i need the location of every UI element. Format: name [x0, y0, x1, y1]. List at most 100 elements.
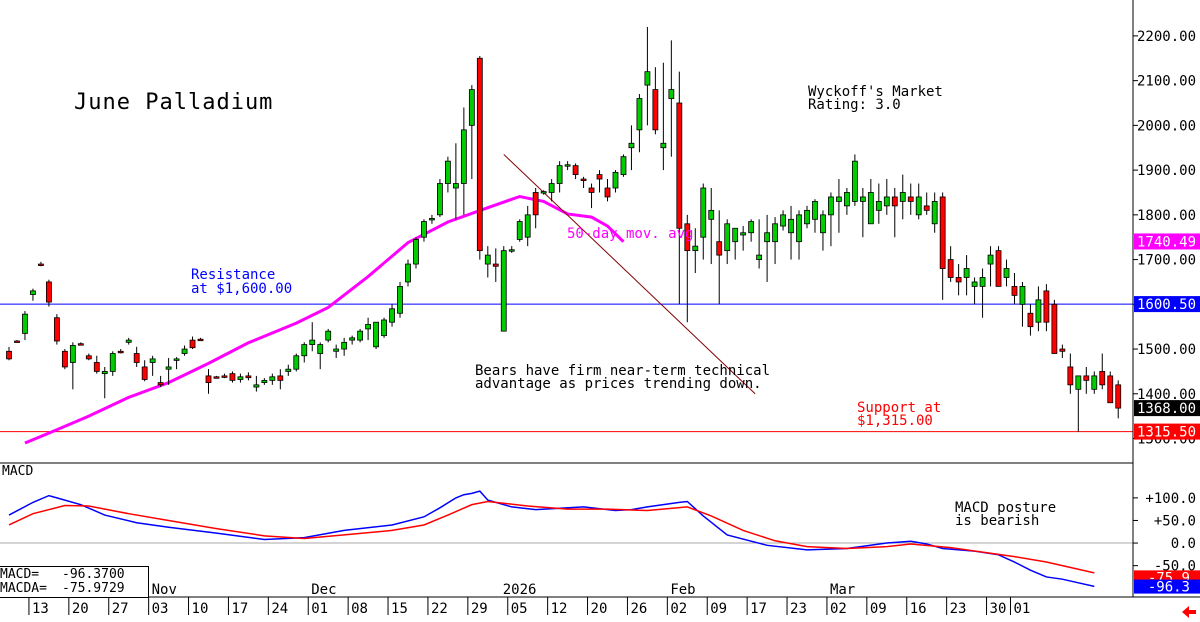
candle-body: [53, 317, 60, 342]
candle-body: [349, 337, 356, 341]
candle: [612, 170, 619, 193]
candle-body: [788, 218, 794, 234]
candle-body: [460, 129, 467, 184]
macd-readout: MACD= -96.3700 MACDA= -75.9729: [0, 566, 149, 598]
candle: [101, 366, 108, 399]
date-tick-label: 22: [431, 601, 448, 617]
macd-readout-label: MACD=: [0, 567, 40, 582]
candle: [828, 192, 834, 247]
candle: [644, 26, 651, 126]
candle: [764, 214, 770, 282]
candle-body: [109, 353, 116, 372]
candle: [149, 355, 156, 376]
candle-body: [181, 348, 188, 354]
candle: [69, 342, 76, 390]
candle: [389, 304, 395, 327]
candle-body: [979, 277, 986, 287]
candle-body: [397, 286, 403, 314]
candle-body: [1027, 312, 1034, 328]
price-tag: [1134, 233, 1200, 250]
macd-tag: [1134, 579, 1200, 594]
candle: [189, 336, 196, 350]
date-tick-label: 27: [112, 601, 129, 617]
candle-body: [269, 376, 276, 381]
candle-body: [237, 376, 244, 380]
date-tick-label: 16: [910, 601, 927, 617]
candle-body: [796, 214, 802, 243]
price-tick-label: 1900.00: [1137, 163, 1196, 179]
candle: [867, 179, 874, 225]
candle: [899, 174, 906, 220]
candle: [939, 192, 946, 300]
candle-body: [732, 227, 739, 243]
candle-body: [1011, 286, 1018, 296]
candle-body: [165, 366, 172, 370]
candle-body: [844, 192, 850, 207]
candle-body: [588, 187, 595, 193]
candle-body: [437, 183, 443, 216]
candle: [341, 337, 348, 356]
price-tag: [1134, 423, 1200, 440]
bears-note-line-2: advantage as prices trending down.: [475, 376, 762, 392]
candle-body: [875, 201, 882, 211]
candle-body: [405, 263, 411, 283]
candle: [708, 188, 715, 265]
date-tick-label: 03: [152, 601, 169, 617]
candle-body: [14, 340, 20, 343]
price-tick-label: 2000.00: [1137, 118, 1196, 134]
candle-body: [1115, 384, 1122, 409]
price-tick-label: 2100.00: [1137, 74, 1196, 90]
candle-body: [85, 355, 92, 360]
candle-body: [1091, 375, 1098, 390]
candle: [277, 369, 284, 390]
candle-body: [365, 324, 372, 330]
candle: [492, 248, 499, 282]
date-tick-label: 29: [471, 601, 488, 617]
candle: [724, 219, 731, 265]
candle: [181, 345, 188, 356]
candle: [580, 176, 587, 188]
candle-body: [963, 268, 970, 278]
candle-body: [341, 341, 348, 350]
candle: [165, 358, 172, 385]
candle: [979, 268, 986, 318]
month-label: Mar: [830, 582, 855, 598]
candle: [205, 369, 212, 394]
candle-body: [987, 254, 994, 265]
candle: [333, 344, 340, 358]
candle-body: [1035, 299, 1042, 323]
candle: [844, 188, 850, 215]
candle: [684, 214, 691, 323]
month-label: Dec: [311, 582, 336, 598]
candle-body: [660, 142, 667, 149]
support-label-line-2: $1,315.00: [857, 413, 933, 429]
candle: [133, 346, 140, 367]
candle-body: [197, 338, 204, 342]
candle: [588, 183, 595, 209]
rating-text-line-1: Wyckoff's Market: [808, 84, 943, 100]
candle: [780, 210, 786, 231]
scroll-arrow-icon[interactable]: [1182, 603, 1196, 618]
price-tag-label: 1368.00: [1137, 401, 1196, 417]
candle: [157, 375, 164, 388]
candle: [301, 342, 308, 363]
candle-body: [381, 319, 387, 337]
candle: [1051, 299, 1058, 354]
candle-body: [764, 232, 770, 243]
candle-body: [221, 375, 228, 378]
price-tick-label: 1800.00: [1137, 208, 1196, 224]
candle-body: [309, 339, 316, 345]
candle-body: [628, 142, 635, 149]
candle: [357, 328, 364, 343]
candle-body: [117, 350, 124, 354]
candle-body: [30, 290, 36, 295]
date-tick-label: 23: [950, 601, 967, 617]
date-tick-label: 13: [32, 601, 49, 617]
candle-body: [939, 196, 946, 269]
candle: [77, 342, 84, 346]
date-tick-label: 30: [990, 601, 1007, 617]
candle-body: [1067, 366, 1074, 386]
candle-body: [580, 178, 587, 181]
candle: [1107, 371, 1114, 404]
candle: [564, 161, 571, 171]
